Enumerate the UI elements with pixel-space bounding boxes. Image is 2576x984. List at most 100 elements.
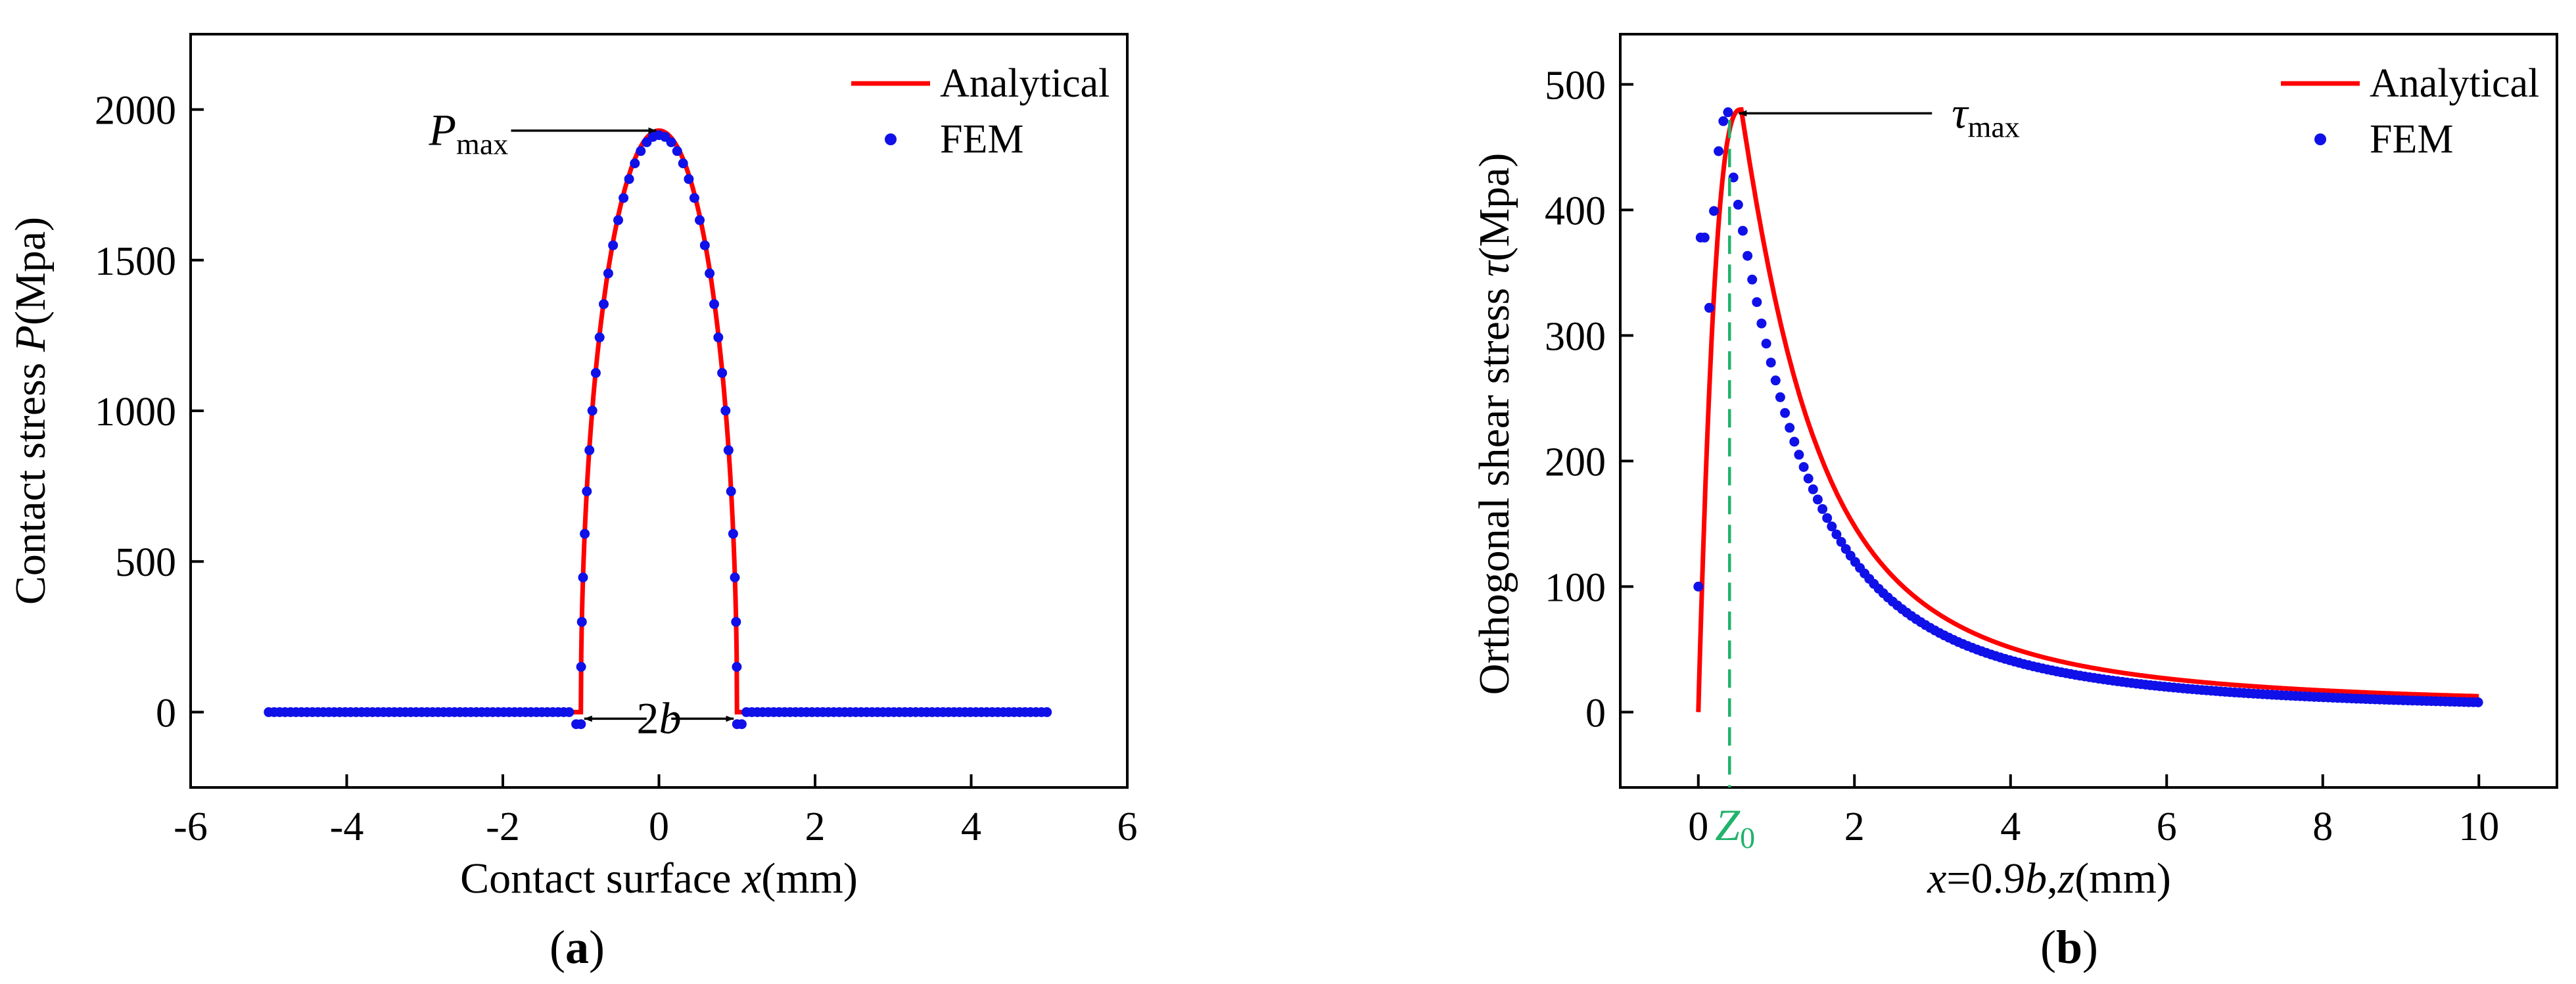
- x-tick-label-b: 6: [2157, 805, 2177, 849]
- fem-point-b: [1789, 436, 1800, 447]
- x-tick-label-b: 10: [2458, 805, 2499, 849]
- z0-label: Z0: [1715, 800, 1755, 855]
- y-tick-label-a: 1000: [95, 390, 176, 434]
- fem-point-a: [571, 719, 582, 730]
- legend-a: Analytical FEM: [851, 61, 1110, 162]
- fem-point-b: [1743, 250, 1753, 261]
- fem-point-b: [1780, 408, 1791, 418]
- fem-point-a: [590, 367, 601, 378]
- fem-point-a: [730, 573, 740, 582]
- y-axis-title-a: Contact stress P(Mpa): [7, 217, 55, 605]
- fem-point-b: [1752, 297, 1762, 308]
- legend-label-fem-a: FEM: [940, 117, 1023, 162]
- y-tick-label-b: 0: [1585, 691, 1606, 736]
- fem-point-b: [1812, 494, 1823, 505]
- fem-point-a: [576, 617, 587, 627]
- fem-point-a: [630, 158, 640, 168]
- fem-point-b: [1794, 450, 1804, 460]
- y-tick-label-b: 200: [1545, 440, 1606, 484]
- x-tick-label-a: -4: [330, 805, 364, 849]
- fem-point-b: [1756, 318, 1767, 329]
- fem-point-a: [584, 445, 595, 456]
- fem-point-a: [624, 174, 634, 184]
- ticks-a: -6 -4 -2 0 2 4 6 0 500 1000 1500 2000: [95, 89, 1138, 849]
- fem-point-b: [1723, 107, 1733, 118]
- fem-point-a: [689, 193, 699, 203]
- fem-point-b: [1827, 521, 1837, 532]
- x-tick-label-a: -2: [486, 805, 520, 849]
- x-axis-title-a: Contact surface x(mm): [460, 855, 858, 902]
- fem-point-a: [580, 528, 590, 539]
- fem-point-b: [1766, 358, 1776, 368]
- fem-point-b: [1709, 206, 1719, 216]
- fem-point-a: [726, 486, 736, 496]
- fem-point-b: [1831, 529, 1842, 540]
- fem-point-b: [1808, 484, 1818, 494]
- x-tick-label-b: 0: [1688, 805, 1708, 849]
- fem-point-a: [713, 332, 724, 342]
- fem-point-a: [578, 573, 588, 582]
- fem-point-a: [705, 268, 715, 279]
- fem-point-a: [636, 146, 646, 156]
- fem-point-b: [1775, 392, 1785, 402]
- fem-point-b: [1693, 581, 1704, 592]
- tau-max-label: τmax: [1952, 87, 2020, 143]
- fem-point-a: [608, 240, 619, 250]
- y-tick-label-b: 500: [1545, 63, 1606, 108]
- x-axis-title-b: x=0.9b,z(mm): [1927, 855, 2171, 902]
- fem-point-a: [684, 174, 694, 184]
- fem-point-b: [1699, 232, 1710, 243]
- fem-point-a: [594, 332, 605, 342]
- fem-point-a: [666, 137, 676, 147]
- fem-point-a: [678, 158, 688, 168]
- x-tick-label-a: 6: [1117, 805, 1138, 849]
- fem-point-a: [731, 617, 741, 627]
- fem-point-a: [587, 406, 597, 416]
- fem-point-b: [1714, 146, 1724, 156]
- fem-point-b: [2473, 697, 2483, 707]
- fem-point-a: [709, 299, 719, 310]
- x-tick-label-a: -6: [174, 805, 208, 849]
- fem-point-b: [1733, 199, 1743, 210]
- legend-label-fem-b: FEM: [2370, 117, 2453, 162]
- fem-point-a: [613, 215, 623, 225]
- y-tick-label-b: 300: [1545, 314, 1606, 359]
- fem-point-b: [1798, 462, 1809, 472]
- y-tick-label-a: 500: [115, 540, 176, 585]
- fem-point-a: [582, 486, 592, 496]
- fem-point-a: [720, 406, 731, 416]
- fem-point-a: [1042, 707, 1052, 717]
- fem-point-a: [732, 662, 742, 672]
- panel-caption-a: (a): [550, 921, 605, 973]
- fem-point-b: [1704, 302, 1714, 313]
- y-tick-label-b: 100: [1545, 565, 1606, 610]
- fem-point-a: [603, 268, 613, 279]
- fem-point-a: [672, 146, 682, 156]
- analytical-line-a: [268, 128, 1050, 715]
- series-a: [264, 128, 1052, 730]
- x-tick-label-b: 4: [2000, 805, 2021, 849]
- legend-label-analytical-b: Analytical: [2370, 61, 2539, 106]
- fem-point-b: [1770, 375, 1781, 386]
- fem-point-b: [1803, 473, 1814, 484]
- fem-point-a: [723, 445, 734, 456]
- fem-point-a: [576, 662, 586, 672]
- fem-point-b: [1817, 504, 1828, 514]
- x-tick-label-b: 2: [1844, 805, 1865, 849]
- fem-point-b: [1718, 116, 1729, 126]
- pmax-label: Pmax: [429, 105, 509, 161]
- y-tick-label-a: 0: [156, 691, 176, 736]
- fem-point-a: [717, 367, 728, 378]
- panel-caption-b: (b): [2040, 921, 2098, 973]
- y-tick-label-b: 400: [1545, 189, 1606, 233]
- plot-frame-b: [1619, 33, 2558, 789]
- annotations-b: τmax Z0: [1715, 87, 2020, 855]
- fem-point-a: [728, 528, 738, 539]
- fem-point-b: [1822, 513, 1833, 523]
- legend-label-analytical-a: Analytical: [940, 61, 1110, 106]
- x-tick-label-a: 4: [961, 805, 981, 849]
- y-tick-label-a: 2000: [95, 89, 176, 133]
